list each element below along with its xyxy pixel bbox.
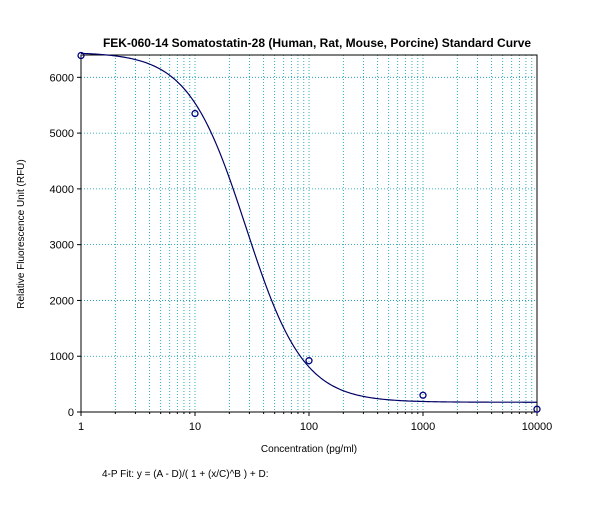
y-tick-label: 3000	[50, 240, 74, 252]
y-tick-label: 1000	[50, 351, 74, 363]
x-axis-label: Concentration (pg/ml)	[261, 444, 357, 455]
data-point	[533, 405, 541, 413]
grid-lines	[81, 55, 537, 412]
fit-equation-label: 4-P Fit: y = (A - D)/( 1 + (x/C)^B ) + D…	[102, 469, 268, 480]
data-point	[305, 357, 313, 365]
y-tick-label: 5000	[50, 128, 74, 140]
y-axis-label: Relative Fluorescence Unit (RFU)	[16, 159, 27, 309]
y-tick-label: 4000	[50, 184, 74, 196]
data-point	[419, 391, 427, 399]
y-tick-label: 0	[68, 407, 74, 419]
data-points	[77, 51, 541, 413]
axis-ticks: 1 10 100 1000 10000 0 1000 2000 3000 4000 5000 6000	[50, 72, 553, 433]
x-tick-label: 1000	[411, 421, 435, 433]
data-point	[77, 51, 85, 60]
x-tick-label: 1	[78, 421, 84, 433]
x-tick-label: 100	[300, 421, 318, 433]
x-tick-label: 10	[189, 421, 201, 433]
fit-curve	[80, 52, 537, 403]
x-tick-label: 10000	[522, 421, 553, 433]
y-tick-label: 2000	[50, 295, 74, 307]
y-tick-label: 6000	[50, 72, 74, 84]
data-point	[191, 109, 199, 118]
chart-title: FEK-060-14 Somatostatin-28 (Human, Rat, …	[103, 36, 531, 50]
